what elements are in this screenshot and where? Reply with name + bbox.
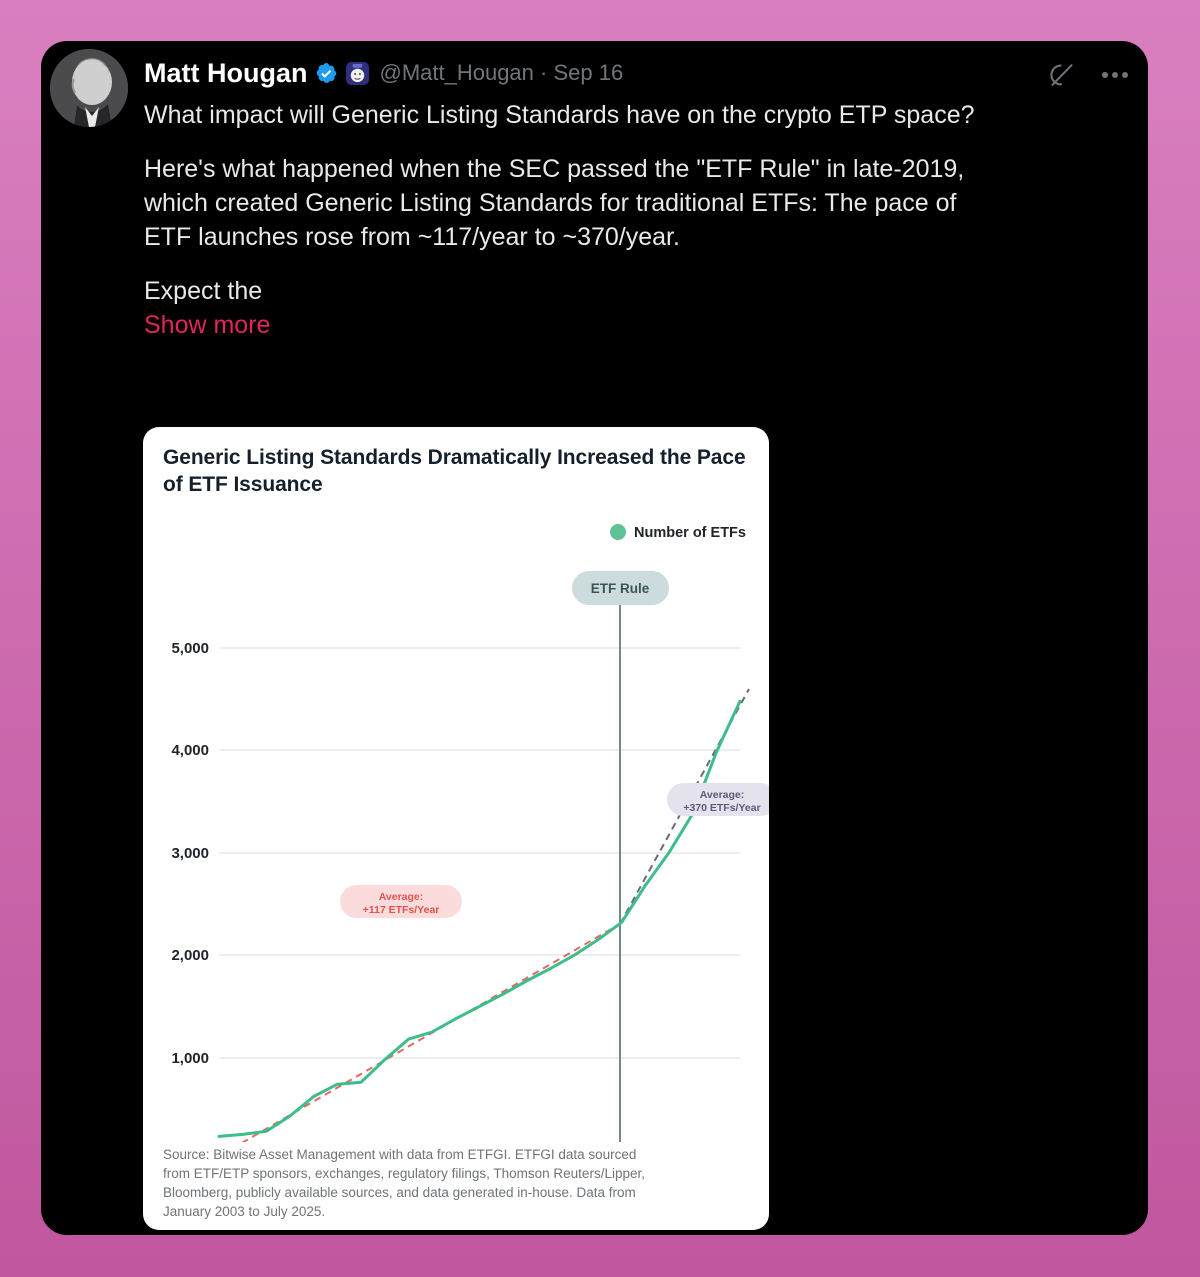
svg-text:+370 ETFs/Year: +370 ETFs/Year (683, 802, 760, 814)
svg-text:Number of ETFs: Number of ETFs (634, 525, 746, 541)
svg-text:1,000: 1,000 (171, 1050, 209, 1067)
svg-text:ETF Rule: ETF Rule (591, 581, 650, 596)
svg-text:Average:: Average: (379, 891, 424, 903)
svg-text:4,000: 4,000 (171, 742, 209, 759)
svg-text:Average:: Average: (700, 789, 745, 801)
svg-text:3,000: 3,000 (171, 845, 209, 862)
svg-text:5,000: 5,000 (171, 640, 209, 657)
svg-text:+117 ETFs/Year: +117 ETFs/Year (363, 904, 440, 916)
svg-text:2,000: 2,000 (171, 947, 209, 964)
